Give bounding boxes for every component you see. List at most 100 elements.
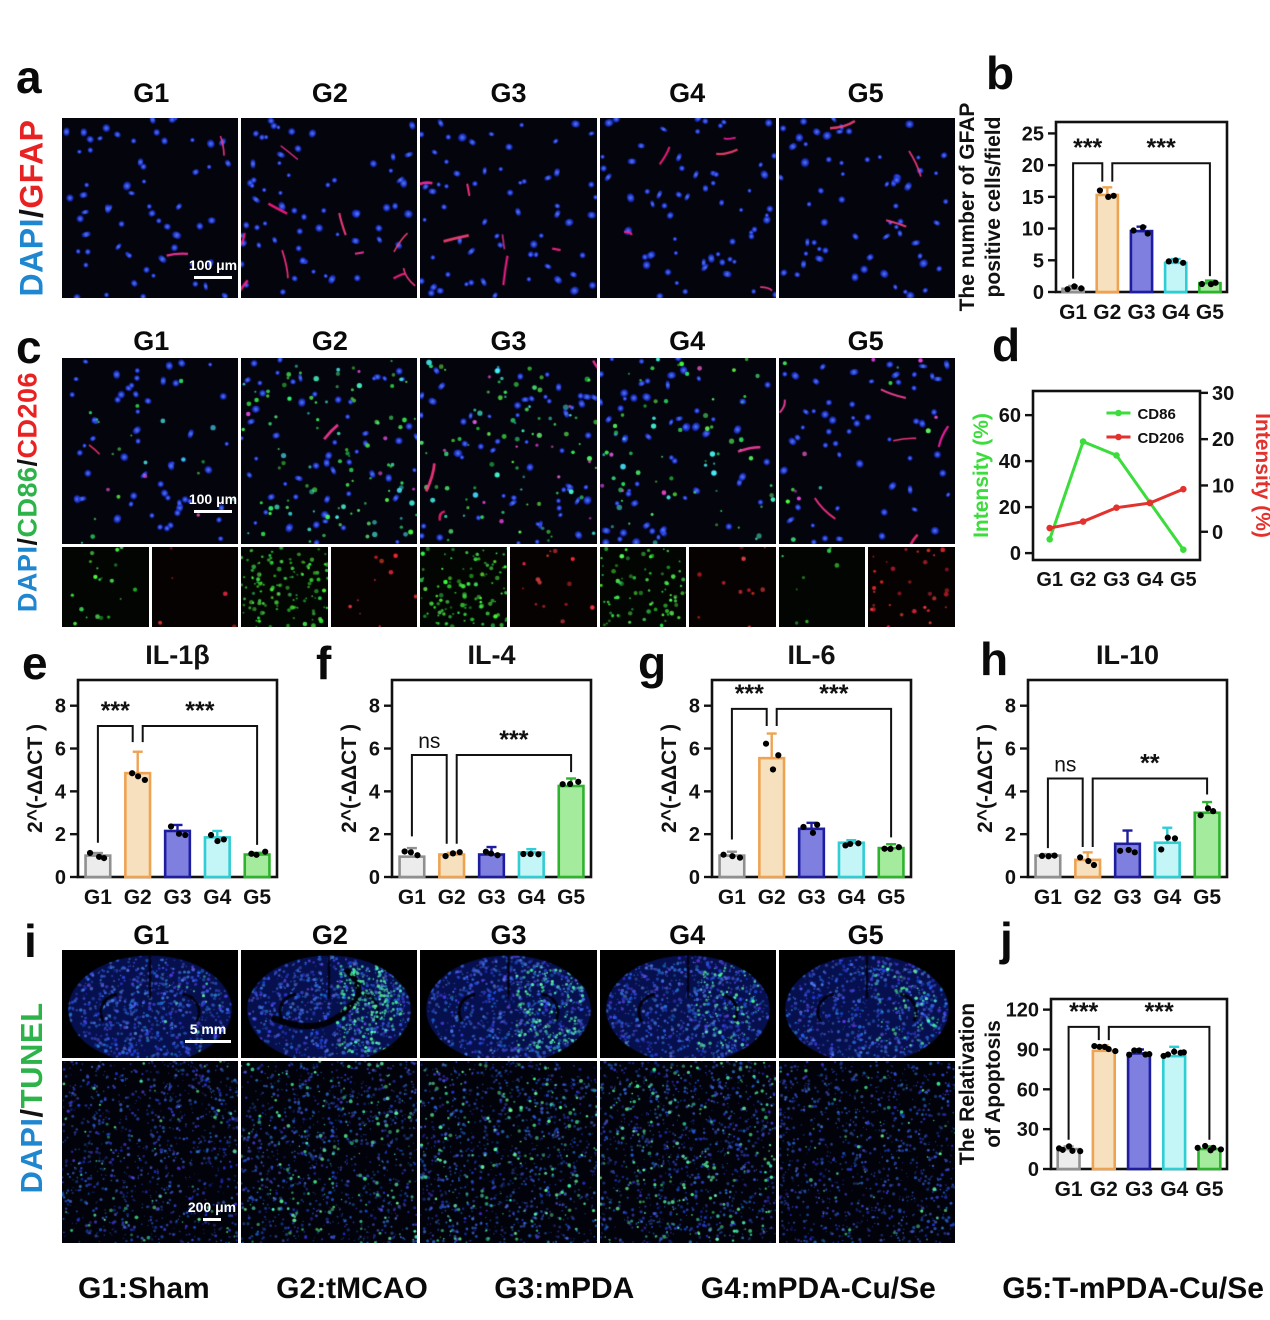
micrograph-canvas [62, 1061, 239, 1243]
data-point [1131, 1047, 1138, 1054]
y-axis-label: positive cells/field [982, 117, 1005, 298]
scalebar-line [185, 1040, 231, 1044]
micrograph-canvas [599, 1061, 776, 1243]
scalebar-label: 5 mm [189, 1021, 227, 1037]
data-point [401, 848, 408, 855]
data-point [253, 851, 260, 858]
significance-bracket [730, 707, 768, 840]
y-axis-label: The number of GFAP [958, 103, 979, 312]
y-tick-label: 6 [689, 739, 700, 761]
data-point [414, 852, 421, 859]
significance-label: *** [819, 680, 848, 708]
panel-c-channel-label: DAPI/CD86/CD206 [13, 372, 44, 612]
series-point [1079, 518, 1087, 525]
panel-letter-f: f [316, 637, 332, 689]
panel-letter-c: c [16, 321, 42, 373]
data-point [855, 840, 862, 847]
data-point [814, 821, 821, 828]
y-tick-label: 0 [55, 867, 66, 889]
right-axis-label: Intensity (%) [1251, 413, 1270, 538]
x-tick-label: G1 [1059, 301, 1087, 324]
micrograph-i-tunel-G2 [241, 1061, 418, 1243]
significance-bracket [1091, 777, 1209, 848]
panel-letter-i: i [24, 915, 37, 967]
y-tick-label: 2 [55, 824, 66, 846]
data-point [1059, 1146, 1066, 1153]
data-point [1171, 835, 1179, 842]
data-point [482, 848, 490, 855]
chart-panel-e: 0 2 4 6 8 G1 G2 G3 G4 G5 *** *** IL-1β 2^(-ΔΔCT ) [24, 640, 279, 909]
data-point [729, 853, 736, 860]
data-point [494, 852, 501, 859]
y-axis-label: 2^(-ΔΔCT ) [658, 724, 681, 833]
bar-G2 [1091, 1049, 1117, 1171]
micrograph-c-channels-G2 [241, 547, 418, 627]
data-point [1164, 1051, 1172, 1058]
significance-label: ** [1140, 750, 1160, 778]
y-tick-label: 0 [1033, 282, 1044, 304]
y-tick-label: 20 [1022, 155, 1044, 177]
group-header: G2 [311, 920, 348, 950]
y-tick-label: 120 [1006, 1000, 1039, 1022]
data-point [1180, 1049, 1187, 1056]
data-point [1110, 192, 1117, 199]
bar-G2 [758, 756, 786, 879]
x-tick-label: G5 [243, 886, 271, 909]
x-tick-label: G3 [477, 886, 505, 909]
significance-label: *** [1145, 998, 1174, 1026]
group-header: G1 [133, 78, 170, 108]
x-tick-label: G1 [84, 886, 112, 909]
chart-title: IL-6 [787, 640, 835, 670]
data-point [175, 830, 183, 837]
data-point [1146, 1051, 1153, 1058]
y-tick-label: 0 [369, 867, 380, 889]
micrograph-a-G5 [778, 118, 956, 298]
x-tick-label: G1 [718, 886, 746, 909]
bar-G1 [398, 855, 426, 879]
micrograph-canvas [868, 547, 956, 627]
micrograph-a-G4 [599, 118, 776, 298]
series-point [1113, 452, 1120, 459]
series-point [1079, 438, 1087, 445]
data-point [248, 850, 255, 857]
x-tick-label: G3 [1113, 886, 1141, 909]
micrograph-canvas [241, 950, 418, 1058]
bar-G5 [877, 846, 905, 879]
bar-G3 [1126, 1052, 1152, 1171]
micrograph-canvas [599, 118, 776, 298]
significance-label: ns [1054, 754, 1076, 777]
bar-G4 [1163, 261, 1188, 294]
micrograph-c-channels-G5 [778, 547, 956, 627]
x-tick-label: G2 [124, 886, 152, 909]
significance-bracket [1046, 777, 1084, 849]
data-point [1197, 812, 1204, 819]
series-point [1146, 499, 1154, 507]
bar-G4 [837, 841, 865, 879]
micrograph-canvas [599, 547, 687, 627]
micrograph-canvas [778, 547, 866, 627]
data-point [1091, 1042, 1098, 1050]
data-point [1117, 847, 1124, 854]
micrograph-canvas [778, 118, 956, 298]
significance-label: *** [735, 680, 764, 708]
micrograph-canvas [151, 547, 239, 627]
data-point [262, 848, 269, 855]
micrograph-canvas [420, 1061, 597, 1243]
data-point [842, 842, 849, 849]
y-tick-label: 25 [1022, 123, 1044, 145]
x-tick-label: G5 [557, 886, 585, 909]
legend-item: G3:mPDA [494, 1272, 635, 1305]
data-point [800, 823, 807, 831]
micrograph-canvas [62, 547, 149, 627]
data-point [1131, 849, 1138, 856]
y-tick-label: 2 [689, 824, 700, 846]
data-point [1069, 1147, 1076, 1154]
data-point [1198, 280, 1206, 288]
bar-G5 [1193, 811, 1221, 879]
y-axis-label: 2^(-ΔΔCT ) [974, 724, 997, 833]
panel-i-channel-label: DAPI/TUNEL [14, 1002, 50, 1193]
panel-i-brain-row [62, 950, 956, 1058]
data-point [847, 840, 854, 848]
y-tick-label: 2 [369, 824, 380, 846]
